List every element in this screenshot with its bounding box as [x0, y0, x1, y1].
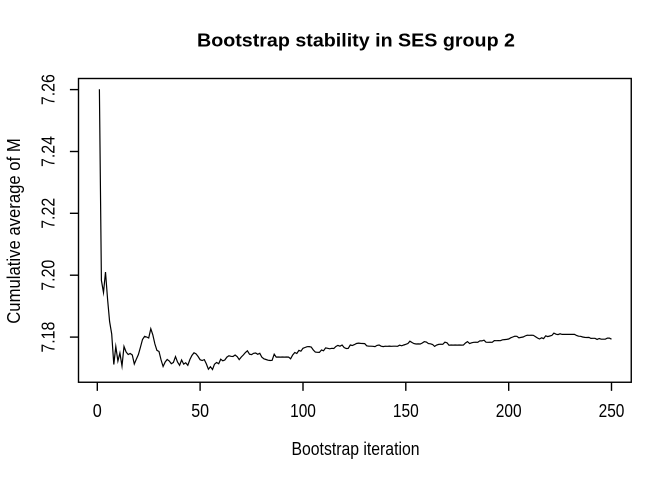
svg-text:0: 0 — [93, 401, 102, 421]
svg-text:Bootstrap iteration: Bootstrap iteration — [292, 439, 420, 459]
svg-text:100: 100 — [290, 401, 316, 421]
svg-text:7.26: 7.26 — [39, 74, 59, 105]
svg-text:7.18: 7.18 — [39, 322, 59, 353]
svg-text:7.20: 7.20 — [39, 260, 59, 291]
svg-text:200: 200 — [496, 401, 522, 421]
svg-text:150: 150 — [393, 401, 419, 421]
svg-text:250: 250 — [599, 401, 625, 421]
svg-text:7.24: 7.24 — [39, 136, 59, 167]
svg-text:7.22: 7.22 — [39, 198, 59, 229]
svg-text:Cumulative average of M: Cumulative average of M — [4, 138, 24, 324]
svg-text:50: 50 — [191, 401, 209, 421]
svg-text:Bootstrap stability in SES gro: Bootstrap stability in SES group 2 — [197, 30, 515, 51]
